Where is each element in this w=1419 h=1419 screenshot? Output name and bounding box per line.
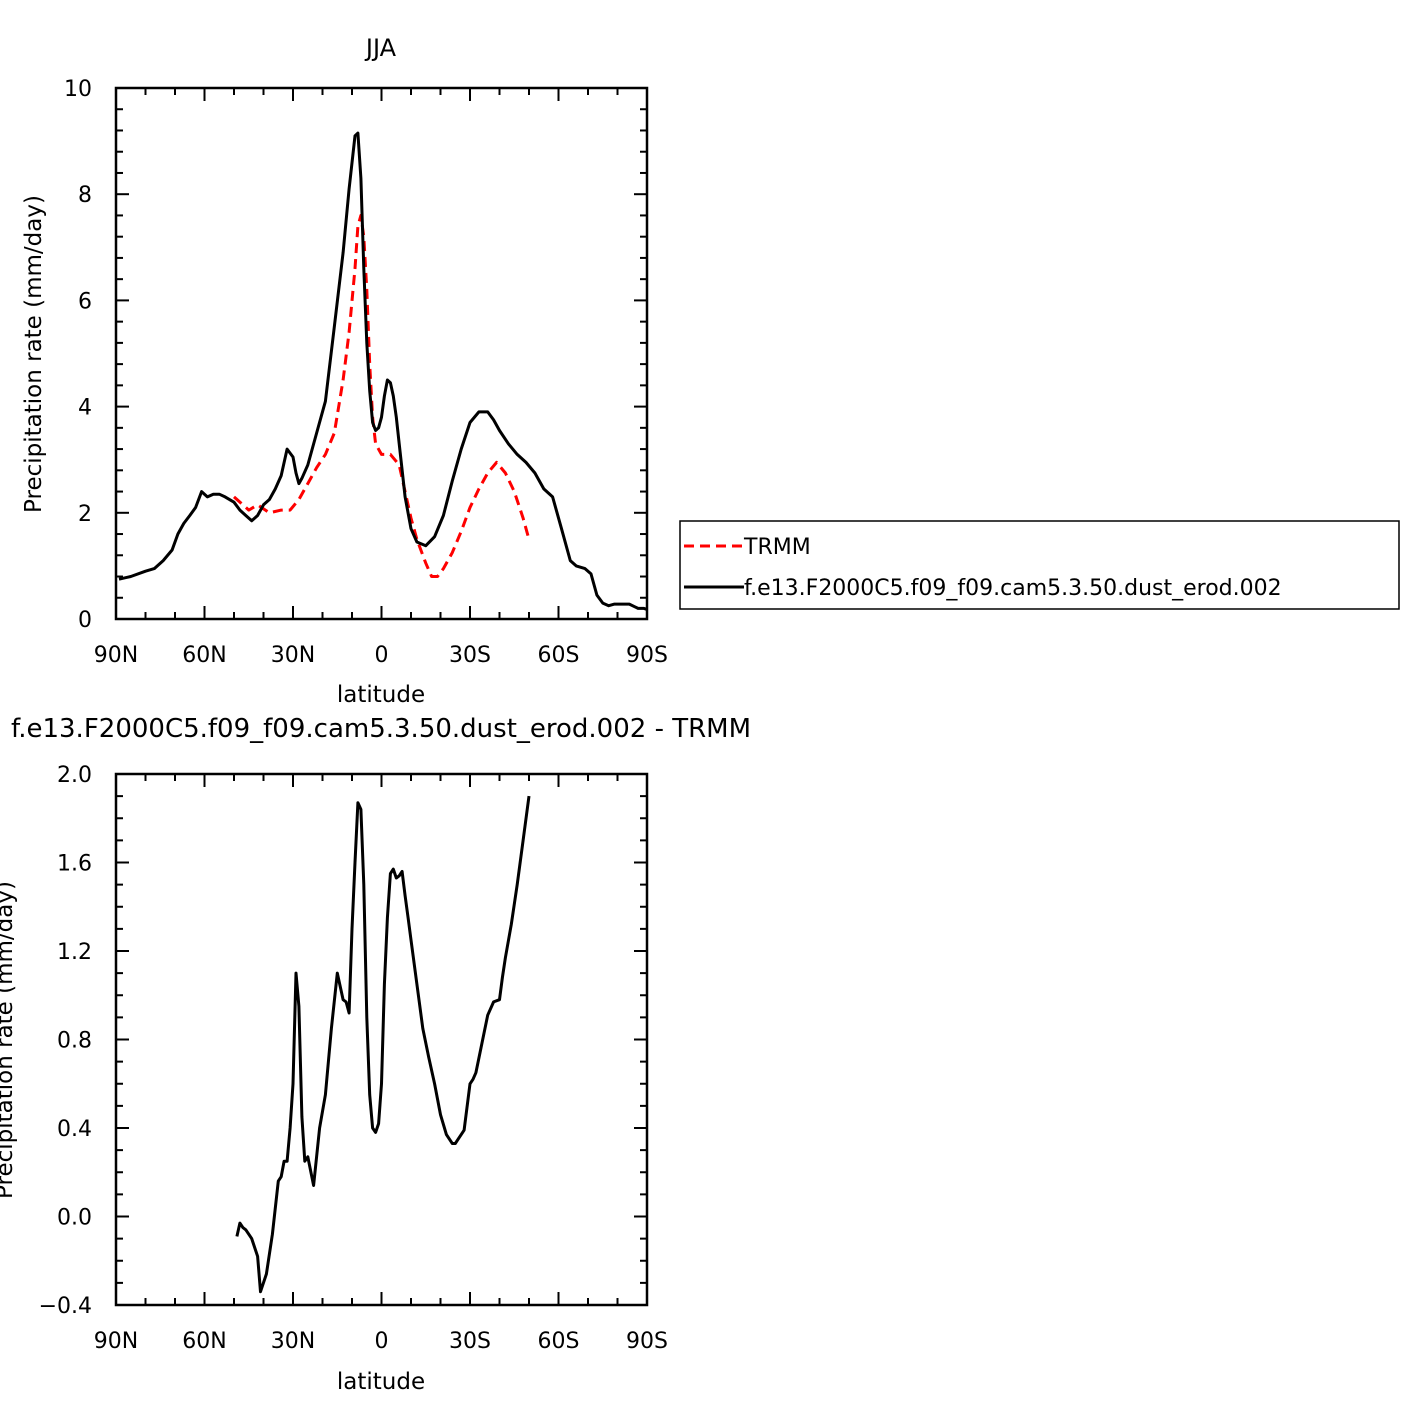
legend: TRMM f.e13.F2000C5.f09_f09.cam5.3.50.dus… xyxy=(679,520,1400,610)
top-x-tick-label: 0 xyxy=(375,643,389,668)
bottom-chart-title: f.e13.F2000C5.f09_f09.cam5.3.50.dust_ero… xyxy=(11,714,751,744)
bottom-y-axis-label: Precipitation rate (mm/day) xyxy=(0,881,18,1199)
top-y-tick-label: 2 xyxy=(78,502,92,527)
bottom-y-tick-label: 0.0 xyxy=(57,1206,92,1231)
top-y-tick-label: 4 xyxy=(78,396,92,421)
top-plot-area: 90N 60N 30N 0 30S 60S 90S 0 2 4 6 8 10 xyxy=(64,77,668,668)
bottom-x-tick-label: 60N xyxy=(182,1329,226,1354)
top-x-tick-label: 30S xyxy=(449,643,491,668)
top-y-tick-label: 8 xyxy=(78,183,92,208)
bottom-y-tick-label: 0.4 xyxy=(57,1117,92,1142)
top-series-line-1 xyxy=(233,213,531,578)
top-x-tick-label: 60N xyxy=(182,643,226,668)
bottom-y-tick-label: 2.0 xyxy=(57,763,92,788)
top-chart-title: JJA xyxy=(364,34,397,62)
top-series-line-2 xyxy=(118,131,648,611)
legend-box xyxy=(679,520,1400,610)
top-y-axis-label: Precipitation rate (mm/day) xyxy=(21,195,47,513)
bottom-y-tick-label: 1.6 xyxy=(57,852,92,877)
bottom-x-tick-label: 60S xyxy=(538,1329,580,1354)
legend-label-trmm: TRMM xyxy=(743,535,811,560)
bottom-series-line-1 xyxy=(235,795,531,1294)
bottom-x-tick-label: 30N xyxy=(271,1329,315,1354)
top-y-tick-label: 6 xyxy=(78,289,92,314)
top-x-tick-label: 60S xyxy=(538,643,580,668)
legend-label-model: f.e13.F2000C5.f09_f09.cam5.3.50.dust_ero… xyxy=(744,576,1282,601)
bottom-y-tick-label: −0.4 xyxy=(39,1294,92,1319)
bottom-plot-area: 90N 60N 30N 0 30S 60S 90S −0.4 0.0 0.4 0.8 1.2 1.6 2.… xyxy=(39,763,668,1354)
bottom-x-tick-label: 30S xyxy=(449,1329,491,1354)
bottom-x-tick-label: 90N xyxy=(94,1329,138,1354)
top-y-tick-label: 0 xyxy=(78,608,92,633)
top-x-tick-label: 30N xyxy=(271,643,315,668)
top-x-tick-label: 90S xyxy=(626,643,668,668)
bottom-y-tick-label: 1.2 xyxy=(57,940,92,965)
top-x-axis-label: latitude xyxy=(337,682,425,708)
bottom-x-axis-label: latitude xyxy=(337,1369,425,1395)
top-plot-frame xyxy=(114,86,649,621)
bottom-y-tick-label: 0.8 xyxy=(57,1029,92,1054)
bottom-x-tick-label: 90S xyxy=(626,1329,668,1354)
top-y-tick-label: 10 xyxy=(64,77,92,102)
top-x-tick-label: 90N xyxy=(94,643,138,668)
bottom-x-tick-label: 0 xyxy=(375,1329,389,1354)
bottom-panel: f.e13.F2000C5.f09_f09.cam5.3.50.dust_ero… xyxy=(0,714,751,1395)
